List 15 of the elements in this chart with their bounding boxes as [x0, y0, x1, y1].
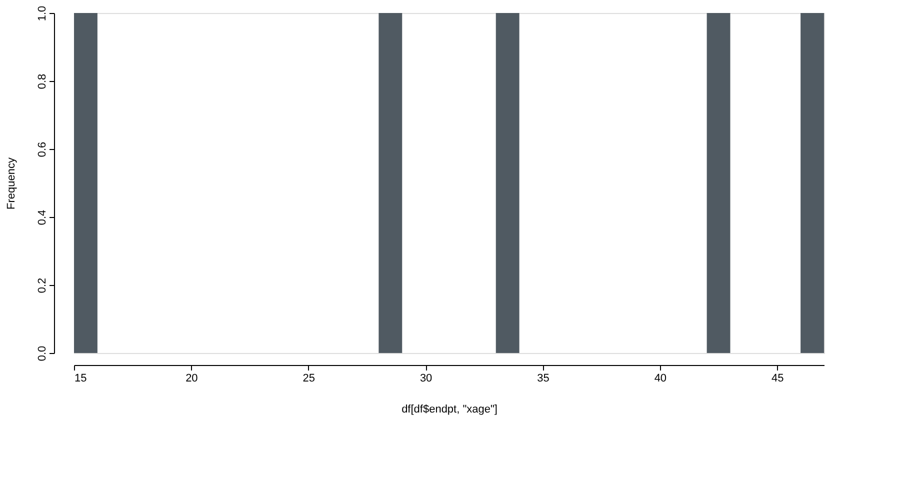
x-tick-label: 20 [186, 372, 198, 384]
y-tick-label: 0.4 [36, 210, 48, 226]
y-axis-title: Frequency [6, 157, 18, 210]
x-tick-label: 15 [74, 372, 87, 384]
x-tick-label: 45 [772, 372, 784, 384]
x-axis-title: df[df$endpt, "xage"] [402, 404, 498, 416]
x-tick-label: 30 [420, 372, 432, 384]
y-tick-label: 1.0 [36, 6, 48, 22]
x-tick-label: 35 [537, 372, 550, 384]
x-tick-label: 25 [302, 372, 315, 384]
x-tick-label: 40 [654, 372, 667, 384]
y-tick-label: 0.8 [36, 74, 48, 90]
y-tick-label: 0.6 [36, 142, 48, 158]
y-tick-label: 0.2 [36, 278, 48, 294]
y-tick-label: 0.0 [36, 346, 48, 362]
